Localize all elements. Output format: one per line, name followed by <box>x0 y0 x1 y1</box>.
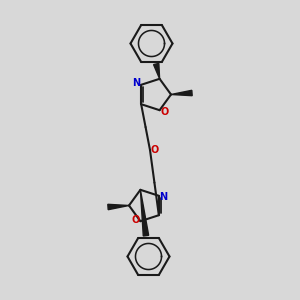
Polygon shape <box>140 190 148 236</box>
Polygon shape <box>171 90 192 96</box>
Text: N: N <box>132 78 140 88</box>
Polygon shape <box>108 204 129 210</box>
Text: O: O <box>151 145 159 155</box>
Text: O: O <box>131 215 140 225</box>
Text: O: O <box>160 107 169 117</box>
Text: N: N <box>160 192 168 202</box>
Polygon shape <box>154 63 160 79</box>
